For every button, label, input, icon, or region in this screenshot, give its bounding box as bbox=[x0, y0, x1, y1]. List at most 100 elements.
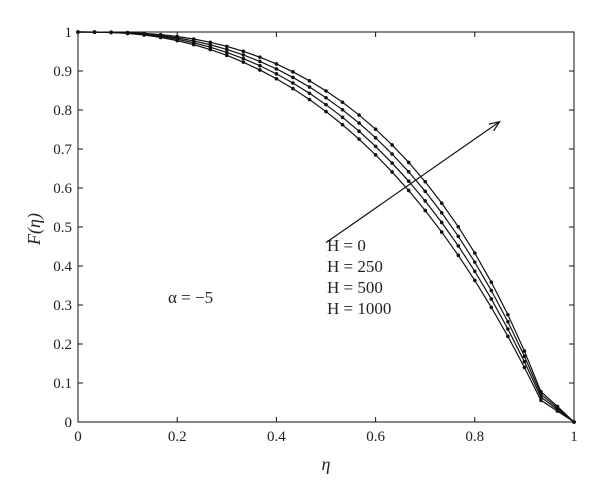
data-point bbox=[456, 244, 461, 248]
data-point bbox=[489, 305, 494, 310]
data-point bbox=[274, 72, 279, 76]
data-point bbox=[439, 220, 444, 225]
x-tick-label: 0.4 bbox=[267, 429, 286, 445]
data-point bbox=[506, 312, 510, 317]
data-point bbox=[142, 33, 146, 37]
data-point bbox=[191, 42, 196, 47]
data-point bbox=[324, 102, 328, 107]
y-tick-label: 0.5 bbox=[53, 220, 72, 236]
series-0 bbox=[76, 30, 576, 424]
data-point bbox=[291, 70, 295, 74]
data-point bbox=[357, 137, 361, 141]
data-point bbox=[489, 288, 494, 293]
y-tick-label: 0.2 bbox=[53, 337, 72, 353]
data-point bbox=[340, 108, 345, 112]
data-point bbox=[406, 188, 411, 193]
data-point bbox=[406, 179, 411, 183]
data-point bbox=[324, 109, 328, 114]
data-point bbox=[307, 91, 312, 96]
data-point bbox=[324, 89, 328, 93]
data-point bbox=[439, 201, 444, 205]
y-tick-label: 0 bbox=[65, 415, 73, 431]
data-point bbox=[340, 100, 345, 105]
data-point bbox=[258, 63, 262, 68]
data-point bbox=[489, 297, 494, 301]
data-point bbox=[291, 75, 295, 80]
y-tick-label: 0.3 bbox=[53, 298, 72, 314]
data-point bbox=[506, 319, 510, 324]
annotation-layer: α = −5 H = 0 H = 250 H = 500 H = 1000 bbox=[168, 120, 501, 318]
data-point bbox=[307, 97, 312, 102]
data-point bbox=[522, 359, 527, 364]
y-axis-label: F(η) bbox=[24, 213, 45, 246]
x-tick-label: 1 bbox=[570, 429, 578, 445]
x-axis-label: η bbox=[322, 454, 331, 474]
data-point bbox=[274, 67, 279, 71]
data-point bbox=[423, 208, 428, 213]
data-point bbox=[340, 115, 345, 120]
data-point bbox=[241, 49, 246, 54]
data-point bbox=[473, 260, 477, 264]
x-tick-label: 0 bbox=[74, 429, 82, 445]
data-point bbox=[522, 354, 527, 359]
data-point bbox=[274, 76, 279, 81]
arrow-shaft bbox=[325, 121, 500, 244]
data-point bbox=[390, 161, 394, 165]
data-point bbox=[225, 47, 229, 52]
data-point bbox=[506, 327, 510, 331]
data-point bbox=[241, 56, 246, 61]
arrow-head bbox=[488, 120, 501, 132]
data-point bbox=[473, 251, 477, 255]
data-point bbox=[125, 31, 130, 36]
data-point bbox=[439, 230, 444, 234]
data-point bbox=[456, 225, 461, 229]
data-point bbox=[390, 170, 394, 174]
data-point bbox=[291, 81, 295, 85]
data-point bbox=[522, 365, 527, 370]
data-point bbox=[274, 62, 279, 66]
data-point bbox=[406, 160, 411, 165]
x-tick-label: 0.6 bbox=[366, 429, 385, 445]
data-point bbox=[225, 50, 229, 55]
data-point bbox=[473, 269, 477, 274]
y-tick-label: 1 bbox=[65, 25, 73, 41]
data-point bbox=[522, 349, 527, 353]
data-point bbox=[555, 409, 560, 413]
data-point bbox=[92, 30, 97, 34]
data-point bbox=[439, 210, 444, 215]
data-point bbox=[357, 129, 361, 134]
legend-line-0: H = 0 bbox=[327, 236, 366, 255]
y-tick-label: 0.9 bbox=[53, 64, 72, 80]
data-point bbox=[373, 144, 378, 149]
data-point bbox=[473, 278, 477, 283]
data-point bbox=[357, 113, 361, 117]
y-tick-label: 0.8 bbox=[53, 103, 72, 119]
data-point bbox=[357, 121, 361, 125]
data-point bbox=[456, 253, 461, 258]
data-point bbox=[109, 30, 113, 35]
data-point bbox=[423, 179, 428, 184]
legend-line-2: H = 500 bbox=[327, 278, 383, 297]
series-layer bbox=[76, 30, 576, 424]
data-point bbox=[208, 47, 213, 52]
series-3 bbox=[76, 30, 576, 424]
data-point bbox=[76, 30, 80, 34]
data-point bbox=[307, 85, 312, 89]
legend-line-3: H = 1000 bbox=[327, 299, 391, 318]
data-point bbox=[175, 38, 179, 43]
data-point bbox=[241, 53, 246, 57]
data-point bbox=[340, 122, 345, 127]
data-point bbox=[241, 60, 246, 64]
data-point bbox=[456, 234, 461, 239]
ticks: 0 0.2 0.4 0.6 0.8 1 0 0.1 0.2 0.3 0.4 0.5 0.6 0.7 0.8 0… bbox=[53, 25, 578, 445]
data-point bbox=[225, 44, 229, 49]
data-point bbox=[373, 127, 378, 131]
data-point bbox=[307, 78, 312, 83]
y-tick-label: 0.4 bbox=[53, 259, 72, 275]
legend-line-1: H = 250 bbox=[327, 257, 383, 276]
data-point bbox=[291, 86, 295, 91]
data-point bbox=[373, 136, 378, 140]
data-point bbox=[258, 55, 262, 59]
data-point bbox=[373, 153, 378, 157]
data-point bbox=[324, 95, 328, 100]
